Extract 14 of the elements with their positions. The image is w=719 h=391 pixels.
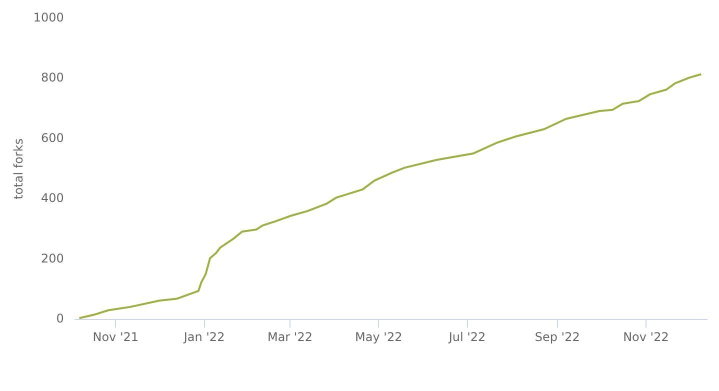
x-tick-label: Jan '22: [182, 330, 225, 344]
x-tick-label: Jul '22: [448, 330, 486, 344]
y-tick-label: 0: [56, 312, 64, 326]
y-tick-label: 1000: [33, 10, 64, 24]
y-tick-label: 400: [41, 191, 64, 206]
y-tick-label: 800: [41, 70, 64, 85]
y-tick-label: 600: [41, 130, 64, 145]
x-tick-label: Sep '22: [534, 330, 580, 344]
x-tick-label: Nov '22: [623, 330, 669, 344]
y-axis-title: total forks: [11, 138, 26, 200]
y-tick-label: 200: [41, 251, 64, 266]
x-tick-label: Mar '22: [267, 330, 312, 344]
x-tick-label: Nov '21: [92, 330, 139, 344]
x-tick-label: May '22: [355, 330, 402, 344]
